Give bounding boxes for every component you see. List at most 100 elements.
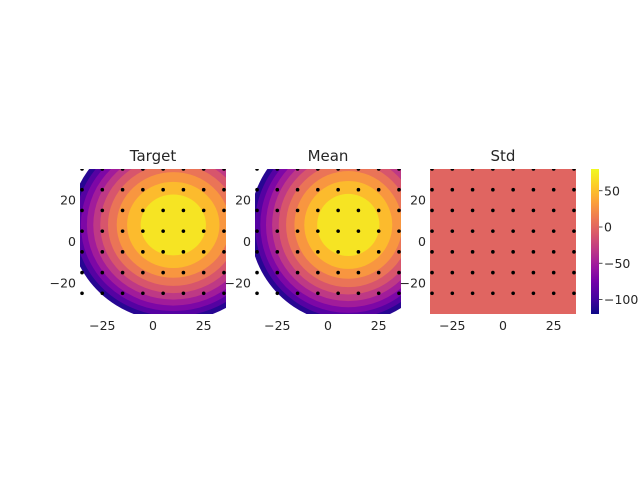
- sample-point: [491, 229, 495, 233]
- contour-area-std: −25 0 25 −20 0 20: [400, 169, 576, 333]
- sample-point: [376, 229, 381, 233]
- y-tick-label: −20: [50, 275, 76, 290]
- sample-point: [222, 208, 226, 213]
- sample-point: [531, 169, 536, 171]
- sample-point: [275, 291, 280, 296]
- sample-point: [295, 270, 300, 275]
- sample-point: [491, 291, 495, 296]
- sample-point: [295, 169, 300, 171]
- sample-point: [255, 208, 259, 213]
- sample-point: [397, 169, 401, 171]
- sample-point: [470, 291, 475, 296]
- sample-point: [222, 169, 226, 171]
- y-tick-label: 20: [410, 193, 426, 208]
- sample-point: [470, 169, 475, 171]
- sample-point: [376, 250, 381, 254]
- sample-point: [295, 291, 300, 296]
- sample-point: [470, 208, 475, 213]
- sample-point: [181, 169, 186, 171]
- x-tick-label: 25: [371, 318, 387, 333]
- sample-point: [551, 208, 556, 213]
- sample-point: [430, 250, 434, 254]
- x-tick-label: 0: [499, 318, 507, 333]
- colorbar-tick-label: 50: [604, 183, 620, 198]
- x-tick-label: −25: [89, 318, 115, 333]
- contour-level: [430, 169, 576, 314]
- sample-point: [161, 250, 165, 254]
- sample-point: [80, 291, 84, 296]
- sample-point: [531, 291, 536, 296]
- sample-point: [181, 250, 186, 254]
- sample-point: [430, 270, 434, 275]
- sample-point: [430, 187, 434, 192]
- x-tick-label: −25: [264, 318, 290, 333]
- panel-mean: Mean −25 0 25 −20 0 20: [225, 147, 401, 333]
- y-tick-label: 20: [60, 193, 76, 208]
- colorbar: 50 0 −50 −100: [591, 169, 638, 314]
- sample-point: [572, 208, 576, 213]
- sample-point: [356, 208, 361, 213]
- sample-point: [255, 270, 259, 275]
- sample-point: [356, 250, 361, 254]
- sample-point: [511, 187, 515, 192]
- sample-point: [336, 187, 340, 192]
- sample-point: [336, 250, 340, 254]
- sample-point: [572, 229, 576, 233]
- sample-point: [201, 270, 206, 275]
- sample-point: [491, 208, 495, 213]
- sample-point: [141, 229, 145, 233]
- sample-point: [450, 250, 455, 254]
- sample-point: [201, 208, 206, 213]
- sample-point: [120, 229, 125, 233]
- sample-point: [295, 187, 300, 192]
- sample-point: [397, 229, 401, 233]
- sample-point: [572, 291, 576, 296]
- sample-point: [120, 187, 125, 192]
- sample-point: [430, 208, 434, 213]
- sample-point: [397, 187, 401, 192]
- sample-point: [491, 270, 495, 275]
- sample-point: [120, 250, 125, 254]
- sample-point: [80, 250, 84, 254]
- sample-point: [120, 291, 125, 296]
- sample-point: [430, 291, 434, 296]
- sample-point: [511, 169, 515, 171]
- sample-point: [141, 187, 145, 192]
- sample-point: [336, 169, 340, 171]
- sample-point: [316, 291, 320, 296]
- sample-point: [336, 208, 340, 213]
- sample-point: [470, 250, 475, 254]
- sample-point: [100, 208, 105, 213]
- sample-point: [80, 169, 84, 171]
- sample-point: [551, 250, 556, 254]
- y-tick-label: 0: [243, 234, 251, 249]
- contour-area-target: −25 0 25 −20 0 20: [50, 169, 226, 333]
- x-tick-label: 25: [196, 318, 212, 333]
- sample-point: [336, 270, 340, 275]
- sample-point: [356, 187, 361, 192]
- sample-point: [295, 208, 300, 213]
- sample-point: [376, 208, 381, 213]
- sample-point: [356, 229, 361, 233]
- sample-point: [120, 169, 125, 171]
- sample-point: [141, 169, 145, 171]
- sample-point: [511, 270, 515, 275]
- sample-point: [181, 229, 186, 233]
- sample-point: [450, 187, 455, 192]
- sample-point: [316, 169, 320, 171]
- sample-point: [201, 169, 206, 171]
- sample-point: [491, 250, 495, 254]
- sample-point: [255, 169, 259, 171]
- sample-point: [531, 229, 536, 233]
- sample-point: [551, 291, 556, 296]
- sample-point: [531, 270, 536, 275]
- sample-point: [161, 229, 165, 233]
- sample-point: [430, 229, 434, 233]
- sample-point: [572, 169, 576, 171]
- sample-point: [181, 291, 186, 296]
- contour-level: [317, 193, 380, 257]
- sample-point: [120, 208, 125, 213]
- sample-point: [80, 270, 84, 275]
- y-tick-label: 0: [418, 234, 426, 249]
- sample-point: [201, 250, 206, 254]
